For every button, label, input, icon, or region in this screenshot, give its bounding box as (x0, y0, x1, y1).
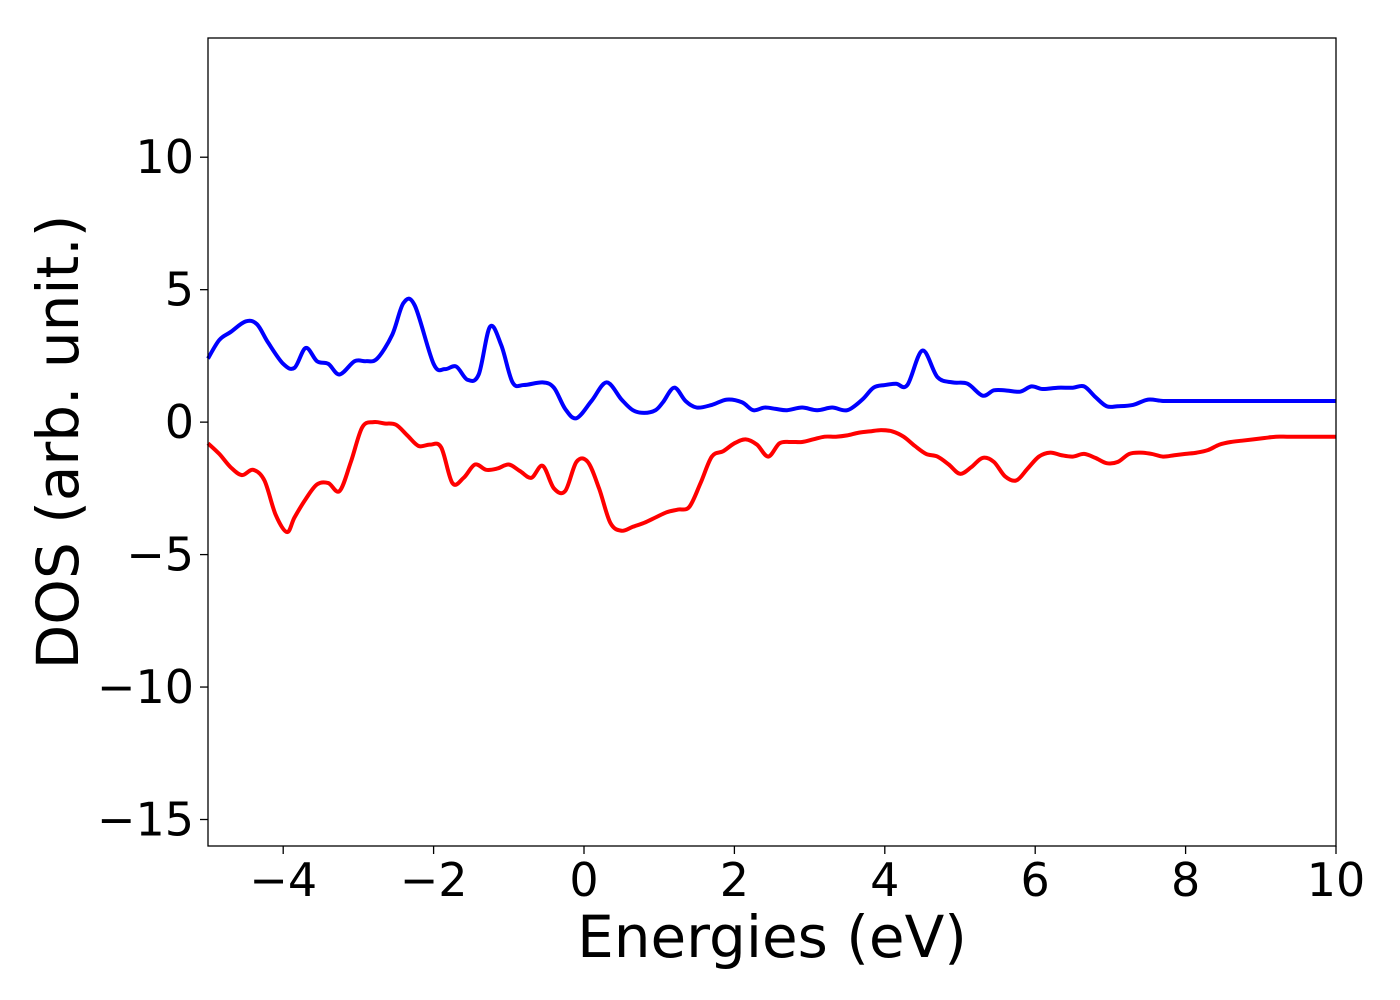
x-tick-label: −2 (400, 853, 468, 907)
plot-frame (207, 37, 1337, 847)
series-line-1 (206, 296, 1336, 421)
series-layer (206, 296, 1336, 535)
plot-area-background (208, 38, 1336, 846)
x-axis-label: Energies (eV) (577, 903, 967, 971)
x-axis-ticks: −4 −2 0 2 4 6 8 10 (249, 846, 1365, 907)
y-tick-label: 5 (165, 263, 194, 317)
x-tick-label: 4 (870, 853, 899, 907)
x-tick-label: 8 (1171, 853, 1200, 907)
y-tick-label: −10 (97, 660, 194, 714)
x-tick-label: −4 (249, 853, 317, 907)
x-tick-label: 0 (569, 853, 598, 907)
series-line-2 (206, 419, 1336, 535)
y-tick-label: −15 (97, 793, 194, 847)
x-tick-label: 6 (1021, 853, 1050, 907)
y-tick-label: 10 (135, 130, 194, 184)
y-axis-ticks: −15 −10 −5 0 5 10 (97, 130, 208, 847)
y-tick-label: −5 (126, 528, 194, 582)
x-tick-label: 10 (1307, 853, 1366, 907)
x-tick-label: 2 (720, 853, 749, 907)
y-axis-label: DOS (arb. unit.) (24, 215, 92, 670)
y-tick-label: 0 (165, 395, 194, 449)
